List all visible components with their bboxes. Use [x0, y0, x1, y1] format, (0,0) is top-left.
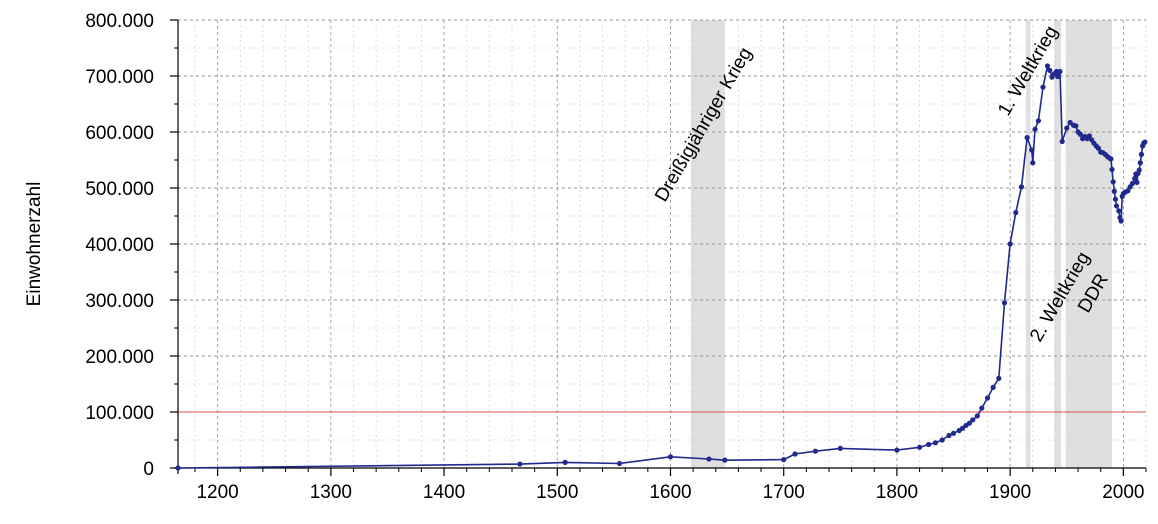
data-point — [926, 441, 932, 448]
data-point — [1024, 135, 1030, 141]
data-point — [1116, 208, 1122, 214]
data-point — [1029, 147, 1035, 153]
data-point — [1040, 84, 1046, 90]
y-tick-label: 800.000 — [85, 11, 154, 32]
data-point — [562, 459, 568, 465]
y-tick-label: 400.000 — [85, 235, 154, 256]
data-point — [932, 440, 939, 446]
x-tick-label: 1400 — [423, 482, 465, 503]
data-point — [1077, 131, 1083, 137]
data-point — [946, 432, 952, 439]
data-point — [979, 405, 985, 411]
data-point — [1055, 73, 1061, 80]
data-point — [1113, 203, 1120, 209]
data-point — [1032, 126, 1038, 132]
data-point — [1134, 179, 1140, 185]
data-point — [1118, 218, 1124, 224]
data-point — [1108, 156, 1114, 162]
x-tick-label: 1700 — [763, 482, 805, 503]
y-tick-label: 0 — [143, 459, 154, 480]
y-tick-label: 500.000 — [85, 179, 154, 200]
data-point — [706, 456, 712, 462]
data-point — [781, 457, 787, 463]
data-point — [1059, 138, 1065, 145]
data-point — [974, 413, 980, 419]
data-point — [984, 395, 991, 401]
x-tick-label: 1600 — [649, 482, 691, 503]
shaded-period-1 — [1025, 20, 1031, 468]
x-tick-label: 2000 — [1102, 482, 1144, 503]
y-tick-label: 200.000 — [85, 347, 154, 368]
data-point — [1044, 63, 1051, 69]
data-point — [939, 437, 945, 443]
data-point — [950, 430, 957, 436]
data-point — [1137, 160, 1143, 166]
data-point — [990, 384, 996, 390]
data-point — [1013, 210, 1019, 216]
data-point — [837, 445, 843, 451]
axes: 0 100.000 200.000 300.000 400.000 500.000 600.… — [85, 11, 1147, 503]
data-point — [616, 460, 623, 467]
series — [175, 63, 1148, 471]
data-point — [1064, 125, 1070, 131]
data-point — [1109, 166, 1115, 173]
data-point — [1018, 184, 1025, 190]
data-point — [970, 417, 976, 423]
data-point — [894, 447, 900, 453]
data-point — [916, 444, 923, 450]
data-point — [996, 375, 1002, 381]
data-point — [517, 461, 523, 467]
data-point — [1086, 133, 1092, 139]
data-point — [1007, 241, 1013, 247]
y-tick-label: 600.000 — [85, 123, 154, 144]
data-point — [812, 448, 819, 454]
data-point — [1057, 68, 1063, 75]
data-point — [1035, 118, 1042, 124]
data-point — [1030, 160, 1036, 166]
data-point — [1110, 179, 1116, 185]
data-point — [1129, 180, 1136, 187]
data-point — [1001, 300, 1008, 306]
data-point — [1138, 151, 1145, 157]
y-axis-label: Einwohnerzahl — [24, 182, 45, 307]
x-tick-label: 1500 — [536, 482, 578, 503]
data-point — [722, 457, 728, 463]
y-tick-label: 700.000 — [85, 67, 154, 88]
data-point — [1142, 139, 1148, 145]
y-tick-label: 100.000 — [85, 403, 154, 424]
x-tick-label: 1900 — [989, 482, 1031, 503]
y-tick-label: 300.000 — [85, 291, 154, 312]
data-point — [1112, 196, 1119, 202]
grid — [178, 19, 1147, 468]
x-tick-label: 1300 — [310, 482, 352, 503]
series-line-0 — [177, 65, 1146, 469]
data-point — [966, 420, 972, 426]
data-point — [1111, 188, 1117, 194]
shaded-period-2 — [1054, 20, 1062, 468]
x-tick-label: 1800 — [876, 482, 918, 503]
x-tick-label: 1200 — [196, 482, 238, 503]
data-point — [1132, 175, 1138, 182]
data-point — [1125, 188, 1131, 194]
data-point — [792, 451, 798, 457]
data-point — [1136, 167, 1142, 173]
data-point — [1073, 123, 1079, 129]
data-point — [1095, 145, 1102, 151]
data-point — [667, 454, 674, 460]
data-point — [175, 465, 181, 471]
data-point — [1047, 67, 1053, 73]
